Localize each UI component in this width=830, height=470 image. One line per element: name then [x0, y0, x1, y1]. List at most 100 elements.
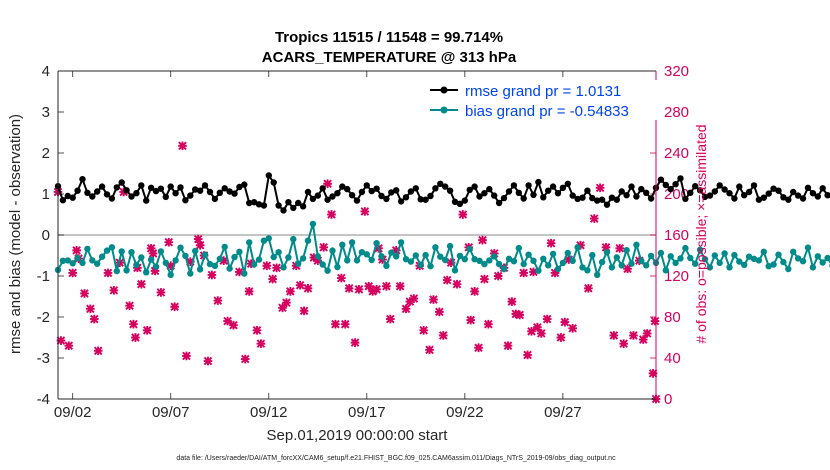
rmse-point — [84, 189, 91, 196]
rmse-point — [461, 197, 468, 204]
bias-point — [402, 256, 410, 263]
chart-title: Tropics 11515 / 11548 = 99.714% — [275, 29, 503, 46]
obs-count-cross — [368, 287, 378, 296]
obs-count-cross — [601, 242, 611, 252]
bias-point — [59, 257, 67, 264]
rmse-point — [495, 199, 503, 207]
bias-point — [442, 256, 449, 264]
obs-count-marker — [527, 327, 536, 336]
obs-count-marker — [80, 289, 89, 298]
obs-count-cross — [391, 246, 401, 255]
obs-count-cross — [166, 261, 176, 271]
obs-count-cross — [619, 339, 628, 348]
obs-count-cross — [129, 319, 138, 329]
rmse-point — [765, 190, 772, 197]
x-tick-label: 09/17 — [348, 404, 386, 421]
obs-count-marker — [272, 263, 281, 273]
rmse-point — [505, 188, 513, 195]
obs-count-marker — [556, 333, 566, 342]
obs-count-marker — [146, 244, 156, 253]
rmse-point — [59, 197, 67, 204]
rmse-point — [554, 190, 562, 197]
y-tick-label: 3 — [42, 104, 50, 121]
rmse-point — [64, 192, 72, 200]
rmse-point — [373, 185, 380, 192]
rmse-point — [329, 193, 336, 200]
bias-point — [736, 258, 743, 265]
bias-point — [451, 267, 459, 274]
bias-point — [701, 256, 709, 263]
rmse-point — [579, 194, 586, 201]
obs-count-cross — [207, 270, 217, 280]
obs-count-cross — [435, 307, 444, 317]
bias-point — [383, 262, 390, 269]
rmse-point — [422, 196, 429, 203]
rmse-point — [397, 198, 405, 205]
obs-count-marker — [435, 307, 444, 317]
obs-count-marker — [64, 341, 74, 351]
obs-count-cross — [425, 345, 434, 355]
bias-point — [785, 265, 792, 273]
obs-count-cross — [354, 285, 364, 294]
bias-point — [456, 252, 464, 260]
obs-count-marker — [119, 187, 129, 197]
obs-count-marker — [213, 296, 223, 305]
rmse-point — [177, 184, 184, 191]
obs-count-cross — [213, 296, 223, 305]
rmse-point — [246, 199, 253, 207]
bias-point — [564, 249, 571, 257]
obs-count-marker — [93, 346, 103, 356]
bias-point — [177, 244, 184, 251]
rmse-point — [98, 183, 106, 190]
rmse-point — [481, 190, 488, 197]
obs-count-marker — [56, 336, 66, 345]
obs-count-cross — [178, 141, 187, 151]
obs-count-cross — [164, 237, 174, 247]
obs-count-marker — [391, 246, 401, 255]
obs-count-cross — [638, 335, 648, 344]
obs-count-cross — [452, 279, 462, 289]
obs-count-marker — [336, 273, 346, 283]
obs-count-marker — [137, 279, 146, 289]
obs-count-marker — [442, 275, 452, 285]
obs-count-marker — [429, 295, 438, 304]
obs-count-marker — [648, 369, 658, 378]
obs-count-marker — [207, 270, 217, 280]
bias-point — [824, 254, 830, 262]
bias-point — [682, 244, 689, 252]
rmse-point — [74, 187, 81, 194]
bias-point — [133, 261, 140, 269]
obs-count-cross — [80, 289, 89, 298]
obs-count-marker — [166, 261, 176, 271]
obs-count-cross — [382, 281, 391, 291]
rmse-point — [339, 183, 346, 190]
rmse-point — [824, 192, 830, 199]
bias-point — [196, 266, 204, 273]
obs-count-cross — [235, 267, 244, 277]
obs-count-cross — [623, 264, 632, 274]
rmse-point — [667, 185, 674, 193]
obs-count-cross — [568, 323, 577, 333]
rmse-point — [677, 175, 684, 182]
obs-count-marker — [193, 234, 203, 244]
obs-count-marker — [372, 285, 381, 294]
bias-point — [329, 247, 336, 254]
obs-count-cross — [350, 338, 360, 347]
obs-count-cross — [642, 329, 652, 338]
bias-point — [192, 247, 199, 255]
obs-count-marker — [170, 302, 179, 312]
bias-point — [334, 263, 341, 271]
bias-point — [348, 239, 356, 246]
rmse-point — [638, 185, 645, 193]
obs-count-marker — [638, 335, 648, 344]
rmse-point — [295, 199, 302, 207]
obs-count-marker — [515, 310, 525, 320]
y-tick-label: 0 — [42, 227, 50, 244]
obs-count-marker — [470, 287, 479, 296]
bias-point — [745, 253, 753, 260]
obs-count-cross — [529, 267, 538, 277]
bias-point — [696, 246, 704, 253]
bias-point — [755, 257, 763, 264]
obs-count-marker — [235, 267, 244, 277]
obs-count-marker — [438, 331, 448, 340]
